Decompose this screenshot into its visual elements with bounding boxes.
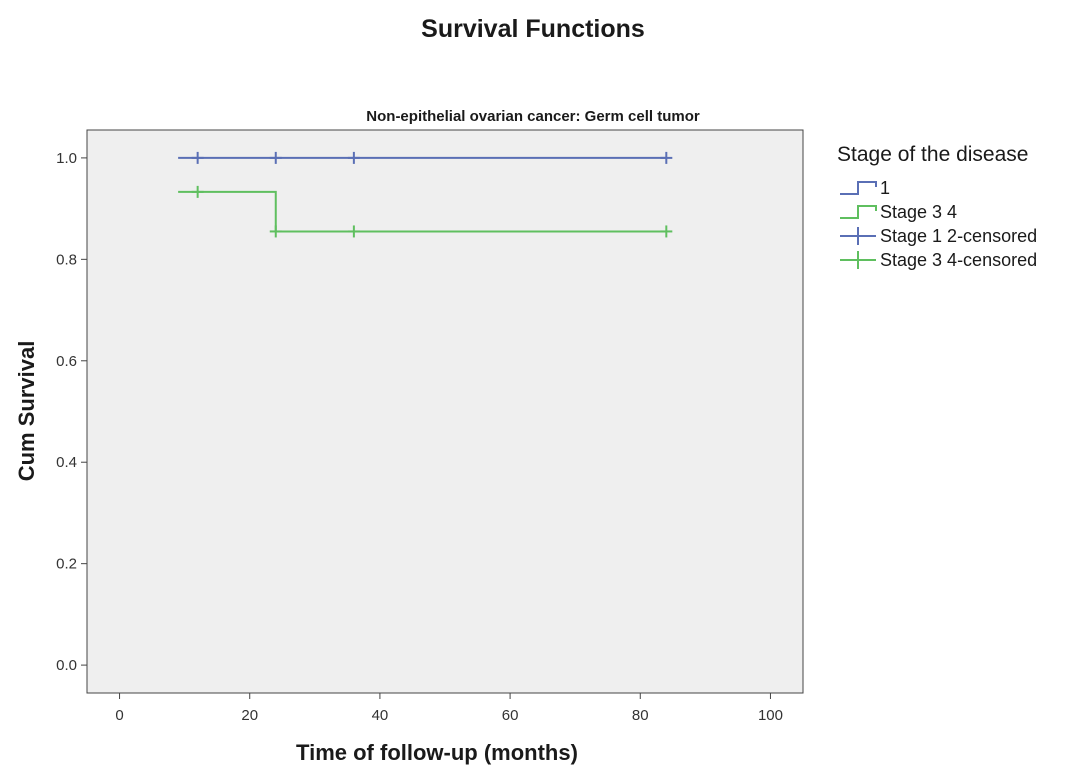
x-tick-label: 20 xyxy=(241,707,258,724)
legend-entry: 1 xyxy=(840,178,890,198)
x-tick-label: 80 xyxy=(632,707,649,724)
legend-label: Stage 1 2-censored xyxy=(880,226,1037,246)
y-tick-label: 0.6 xyxy=(56,353,77,370)
legend-step-swatch xyxy=(840,205,877,219)
legend-entry: Stage 3 4 xyxy=(840,202,957,222)
legend-title: Stage of the disease xyxy=(837,143,1028,166)
censor-mark-0 xyxy=(347,151,360,164)
legend-label: 1 xyxy=(880,178,890,198)
axes: 0 20 40 60 80 100 0.0 0.2 0.4 0.6 0.8 1.0 xyxy=(56,150,783,724)
x-tick-label: 0 xyxy=(115,707,123,724)
censor-mark-0 xyxy=(269,151,282,164)
x-axis-title: Time of follow-up (months) xyxy=(296,740,578,765)
series-layer xyxy=(178,151,673,238)
censor-mark-1 xyxy=(191,185,204,198)
y-tick-label: 0.2 xyxy=(56,556,77,573)
censor-mark-1 xyxy=(269,225,282,238)
x-tick-label: 60 xyxy=(502,707,519,724)
y-tick-label: 0.4 xyxy=(56,454,77,471)
chart-title: Survival Functions xyxy=(421,15,645,43)
chart-subtitle: Non-epithelial ovarian cancer: Germ cell… xyxy=(366,108,700,125)
legend: Stage of the disease 1 Stage 3 4 Stage 1 2… xyxy=(837,143,1037,270)
legend-entries: 1 Stage 3 4 Stage 1 2-censored Stage 3 4-ce… xyxy=(840,178,1037,270)
series-line-1 xyxy=(178,190,667,233)
censor-mark-1 xyxy=(660,225,673,238)
y-tick-label: 0.0 xyxy=(56,657,77,674)
legend-label: Stage 3 4 xyxy=(880,202,957,222)
censor-mark-0 xyxy=(660,151,673,164)
legend-step-swatch xyxy=(840,181,877,195)
legend-entry: Stage 1 2-censored xyxy=(840,226,1037,246)
censor-mark-0 xyxy=(191,151,204,164)
plot-area xyxy=(86,129,804,694)
censor-mark-1 xyxy=(347,225,360,238)
legend-entry: Stage 3 4-censored xyxy=(840,250,1037,270)
x-tick-label: 40 xyxy=(372,707,389,724)
y-axis-title: Cum Survival xyxy=(14,341,39,482)
y-tick-label: 0.8 xyxy=(56,251,77,268)
x-tick-label: 100 xyxy=(758,707,783,724)
legend-label: Stage 3 4-censored xyxy=(880,250,1037,270)
y-tick-label: 1.0 xyxy=(56,150,77,167)
